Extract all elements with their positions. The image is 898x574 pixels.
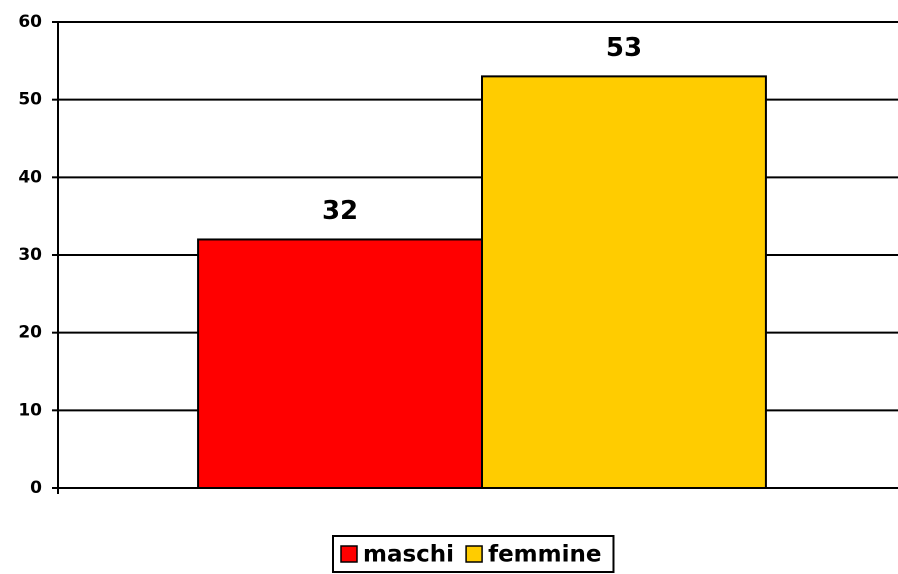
legend-label: maschi (363, 542, 454, 568)
bar (197, 238, 484, 489)
legend-swatch (465, 545, 483, 563)
data-label: 53 (606, 33, 642, 63)
y-tick-label: 30 (18, 245, 42, 265)
y-tick-label: 0 (30, 478, 42, 498)
y-tick-label: 20 (18, 323, 42, 343)
legend-label: femmine (488, 542, 601, 568)
legend-swatch (340, 545, 358, 563)
data-label: 32 (322, 196, 358, 226)
y-tick-label: 60 (18, 12, 42, 32)
y-tick-label: 40 (18, 167, 42, 187)
y-tick-label: 10 (18, 400, 42, 420)
legend: maschi femmine (332, 535, 615, 573)
y-tick-label: 50 (18, 90, 42, 110)
bar (481, 75, 767, 489)
